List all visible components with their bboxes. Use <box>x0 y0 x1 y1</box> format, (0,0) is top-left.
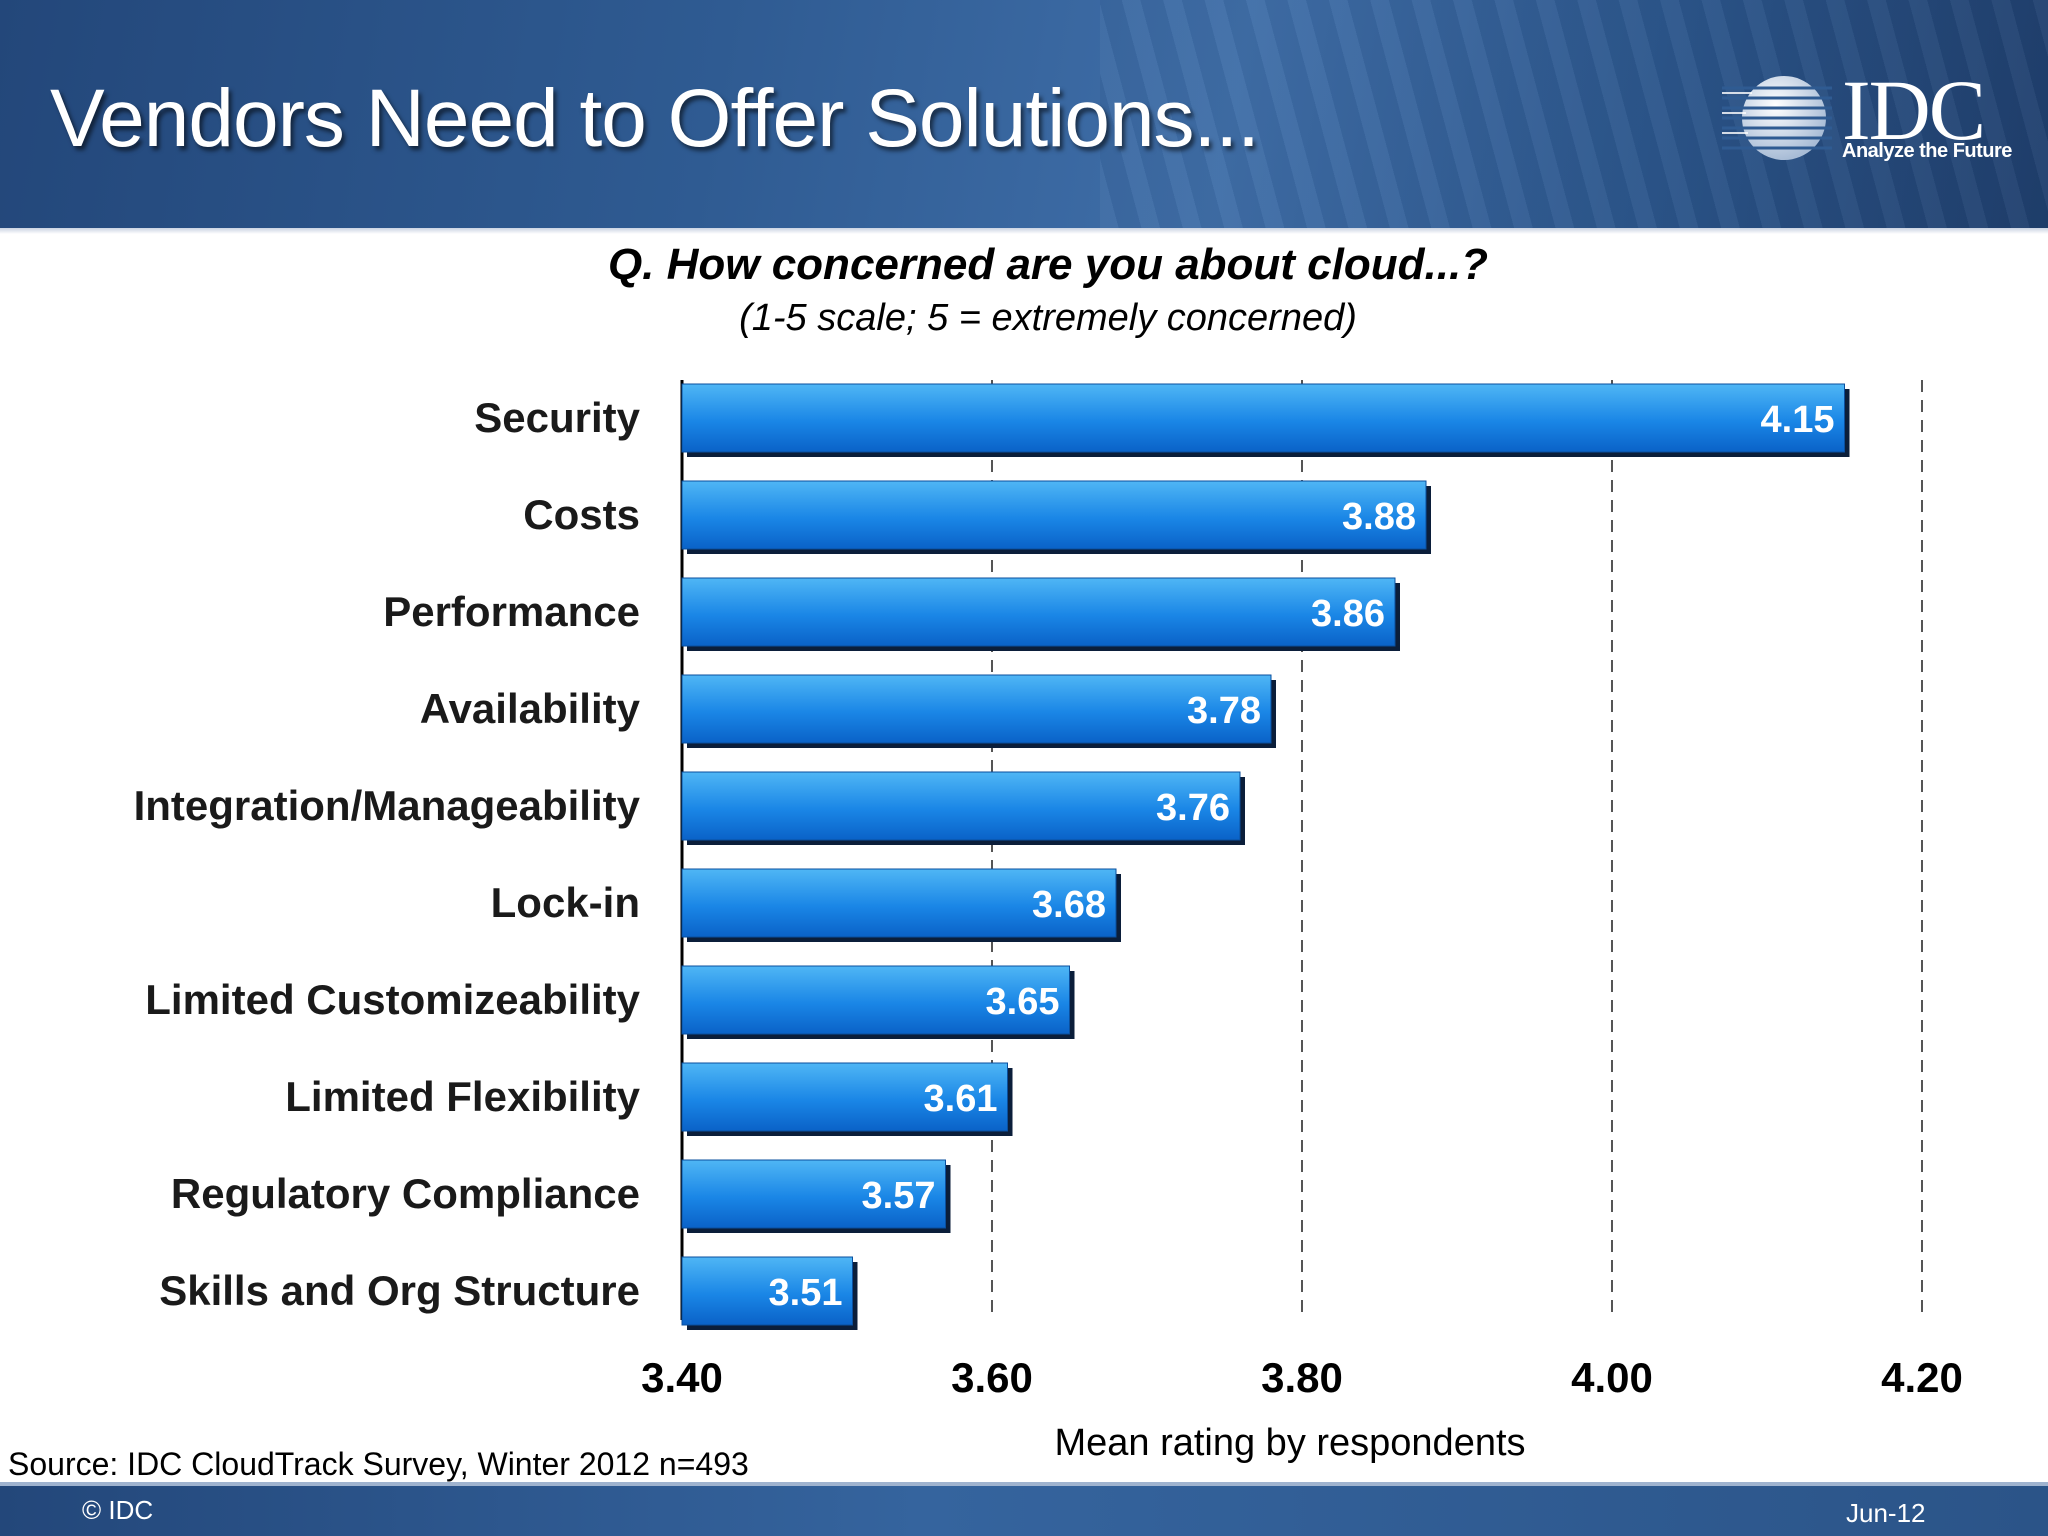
chart-subtitle: (1-5 scale; 5 = extremely concerned) <box>739 297 1357 339</box>
category-label: Limited Customizeability <box>145 976 640 1023</box>
bar <box>681 1159 946 1229</box>
bar <box>681 383 1845 453</box>
x-tick-label: 4.00 <box>1571 1354 1653 1401</box>
bar-value-label: 3.68 <box>1032 884 1106 926</box>
bar <box>681 480 1427 550</box>
bar <box>681 771 1241 841</box>
bar-value-label: 3.88 <box>1342 496 1416 538</box>
bar-value-label: 4.15 <box>1761 399 1835 441</box>
x-tick-label: 3.80 <box>1261 1354 1343 1401</box>
bar <box>681 577 1396 647</box>
category-label: Costs <box>523 491 640 538</box>
category-label: Skills and Org Structure <box>159 1267 640 1314</box>
copyright: © IDC <box>82 1495 154 1525</box>
x-tick-label: 3.60 <box>951 1354 1033 1401</box>
bar <box>681 674 1272 744</box>
chart-title: Q. How concerned are you about cloud...? <box>607 240 1489 289</box>
x-tick-label: 4.20 <box>1881 1354 1963 1401</box>
idc-logo: IDC Analyze the Future <box>1722 62 2022 178</box>
header-banner <box>0 0 2048 228</box>
bar-value-label: 3.61 <box>924 1078 998 1120</box>
source-note: Source: IDC CloudTrack Survey, Winter 20… <box>8 1446 749 1482</box>
bar <box>681 965 1070 1035</box>
header-divider <box>0 228 2048 234</box>
slide-title: Vendors Need to Offer Solutions... <box>50 73 1260 164</box>
bar-value-label: 3.78 <box>1187 690 1261 732</box>
logo-tagline: Analyze the Future <box>1842 140 2012 162</box>
slide-date: Jun-12 <box>1846 1498 1926 1528</box>
category-label: Regulatory Compliance <box>171 1170 640 1217</box>
category-label: Lock-in <box>491 879 640 926</box>
category-label: Integration/Manageability <box>134 782 641 829</box>
category-label: Security <box>474 394 640 441</box>
logo-wordmark: IDC <box>1842 62 1986 158</box>
bar <box>681 868 1117 938</box>
category-label: Availability <box>420 685 641 732</box>
bar-value-label: 3.65 <box>986 981 1060 1023</box>
category-label: Limited Flexibility <box>285 1073 640 1120</box>
footer-bar <box>0 1482 2048 1536</box>
bar-value-label: 3.86 <box>1311 593 1385 635</box>
bar <box>681 1256 853 1326</box>
bar-value-label: 3.57 <box>862 1175 936 1217</box>
bar <box>681 1062 1008 1132</box>
x-axis-title: Mean rating by respondents <box>1054 1422 1526 1464</box>
globe-icon <box>1722 76 1832 160</box>
x-tick-label: 3.40 <box>641 1354 723 1401</box>
category-label: Performance <box>383 588 640 635</box>
bar-chart: 3.40 3.60 3.80 4.00 4.20 4.15 Security 3.88 Cost… <box>134 380 1963 1401</box>
bar-value-label: 3.51 <box>769 1272 843 1314</box>
bar-value-label: 3.76 <box>1156 787 1230 829</box>
